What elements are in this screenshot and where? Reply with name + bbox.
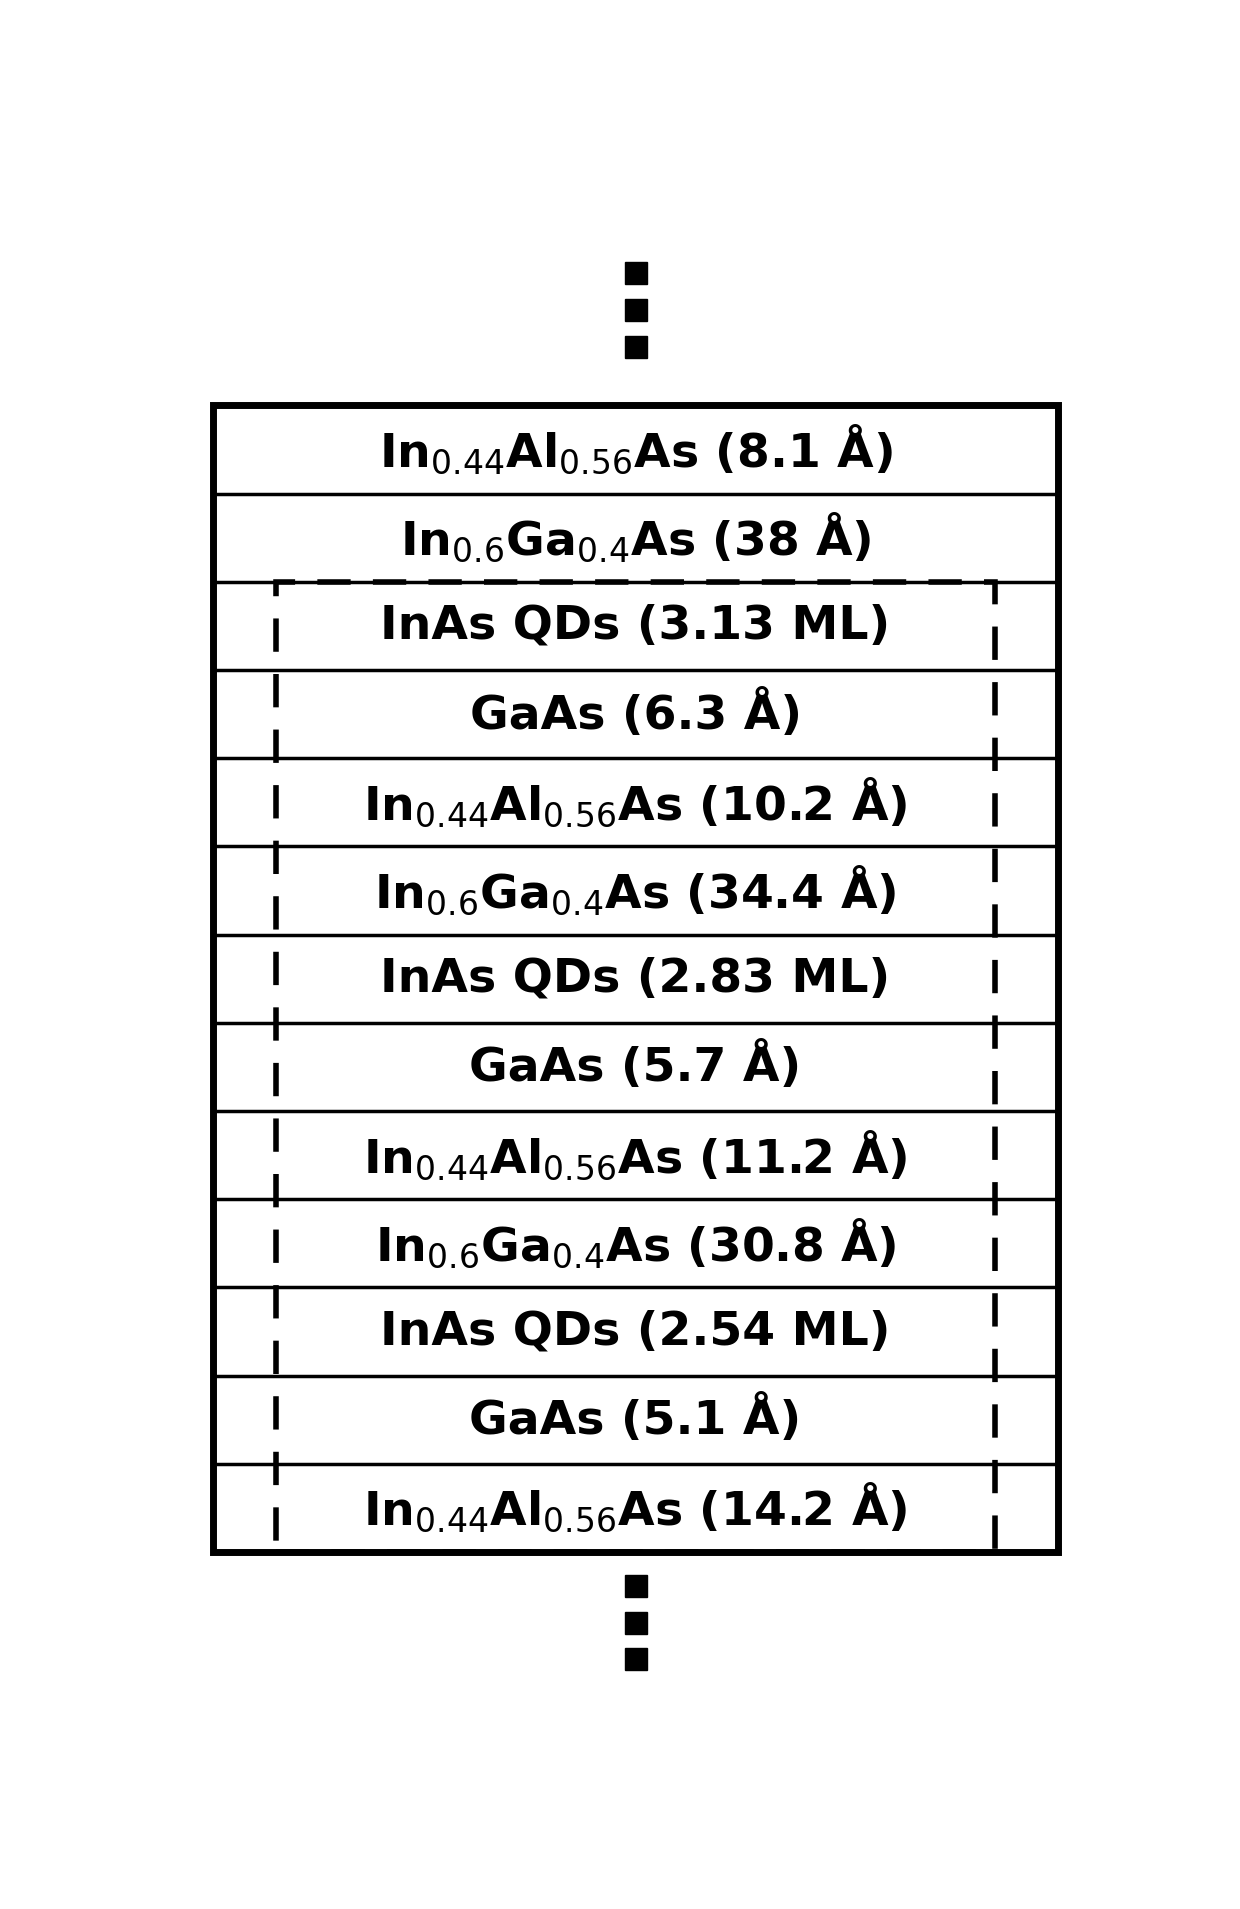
Text: In$_{0.6}$Ga$_{0.4}$As (34.4 Å): In$_{0.6}$Ga$_{0.4}$As (34.4 Å) [374,863,897,918]
Text: In$_{0.44}$Al$_{0.56}$As (8.1 Å): In$_{0.44}$Al$_{0.56}$As (8.1 Å) [378,422,893,477]
Text: InAs QDs (2.83 ML): InAs QDs (2.83 ML) [381,956,890,1000]
Text: In$_{0.6}$Ga$_{0.4}$As (38 Å): In$_{0.6}$Ga$_{0.4}$As (38 Å) [399,512,872,565]
Text: GaAs (6.3 Å): GaAs (6.3 Å) [470,689,801,739]
Bar [213,405,1058,1552]
Bar [277,582,994,1552]
Text: In$_{0.44}$Al$_{0.56}$As (10.2 Å): In$_{0.44}$Al$_{0.56}$As (10.2 Å) [363,775,908,829]
Text: In$_{0.6}$Ga$_{0.4}$As (30.8 Å): In$_{0.6}$Ga$_{0.4}$As (30.8 Å) [374,1216,897,1269]
Text: In$_{0.44}$Al$_{0.56}$As (14.2 Å): In$_{0.44}$Al$_{0.56}$As (14.2 Å) [363,1481,908,1535]
Text: In$_{0.44}$Al$_{0.56}$As (11.2 Å): In$_{0.44}$Al$_{0.56}$As (11.2 Å) [363,1128,908,1182]
Text: InAs QDs (3.13 ML): InAs QDs (3.13 ML) [381,603,890,649]
Text: GaAs (5.1 Å): GaAs (5.1 Å) [470,1395,801,1445]
Text: GaAs (5.7 Å): GaAs (5.7 Å) [470,1042,801,1092]
Text: InAs QDs (2.54 ML): InAs QDs (2.54 ML) [381,1310,890,1353]
